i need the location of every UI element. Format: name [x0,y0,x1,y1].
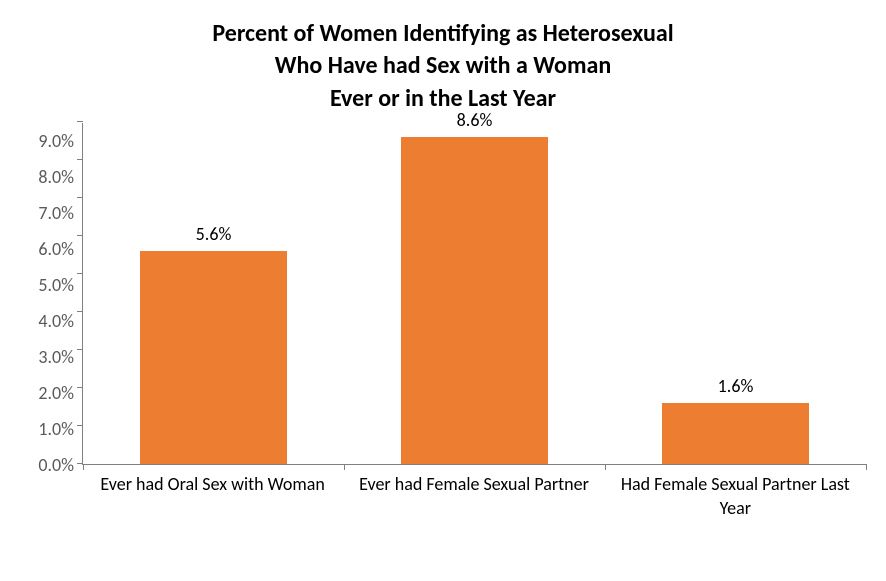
plot-wrap: 9.0% 8.0% 7.0% 6.0% 5.0% 4.0% 3.0% 2.0% 1.0% 0.0%… [20,123,866,520]
y-tick-mark [77,387,83,388]
y-tick-mark [77,349,83,350]
chart-container: Percent of Women Identifying as Heterose… [0,0,886,581]
data-label: 5.6% [196,223,232,245]
chart-title: Percent of Women Identifying as Heterose… [20,18,866,115]
title-line-1: Percent of Women Identifying as Heterose… [20,18,866,50]
y-tick-mark [77,273,83,274]
y-tick-mark [77,425,83,426]
y-tick-label: 3.0% [38,348,74,366]
x-tick-mark [866,464,867,470]
bar [662,403,808,464]
bar-slot: 5.6% [83,123,344,464]
x-axis-label: Had Female Sexual Partner Last Year [605,473,866,520]
x-axis-label: Ever had Oral Sex with Woman [82,473,343,520]
y-tick-mark [77,311,83,312]
bar [140,251,286,464]
y-tick-label: 4.0% [38,312,74,330]
x-tick-mark [83,464,84,470]
y-tick-label: 7.0% [38,204,74,222]
y-tick-mark [77,159,83,160]
x-axis-label: Ever had Female Sexual Partner [343,473,604,520]
data-label: 1.6% [718,375,754,397]
y-tick-label: 2.0% [38,384,74,402]
title-line-2: Who Have had Sex with a Woman [20,50,866,82]
y-tick-label: 8.0% [38,168,74,186]
bars-layer: 5.6% 8.6% 1.6% [83,123,866,464]
y-axis: 9.0%8.0%7.0%6.0%5.0%4.0%3.0%2.0%1.0%0.0% [20,123,82,465]
plot-and-x: 5.6% 8.6% 1.6% Ever had Oral Sex with Woma… [82,123,866,520]
y-tick-mark [77,197,83,198]
y-tick-label: 9.0% [38,132,74,150]
y-tick-label: 6.0% [38,240,74,258]
x-tick-mark [605,464,606,470]
x-axis: Ever had Oral Sex with WomanEver had Fem… [82,473,866,520]
y-tick-mark [77,235,83,236]
bar-slot: 8.6% [344,123,605,464]
y-tick-mark [77,121,83,122]
y-tick-label: 0.0% [38,456,74,474]
y-tick-label: 1.0% [38,420,74,438]
title-line-3: Ever or in the Last Year [20,83,866,115]
bar-slot: 1.6% [605,123,866,464]
data-label: 8.6% [457,109,493,131]
y-tick-label: 5.0% [38,276,74,294]
x-tick-mark [344,464,345,470]
bar [401,137,547,464]
plot-area: 5.6% 8.6% 1.6% [82,123,866,465]
